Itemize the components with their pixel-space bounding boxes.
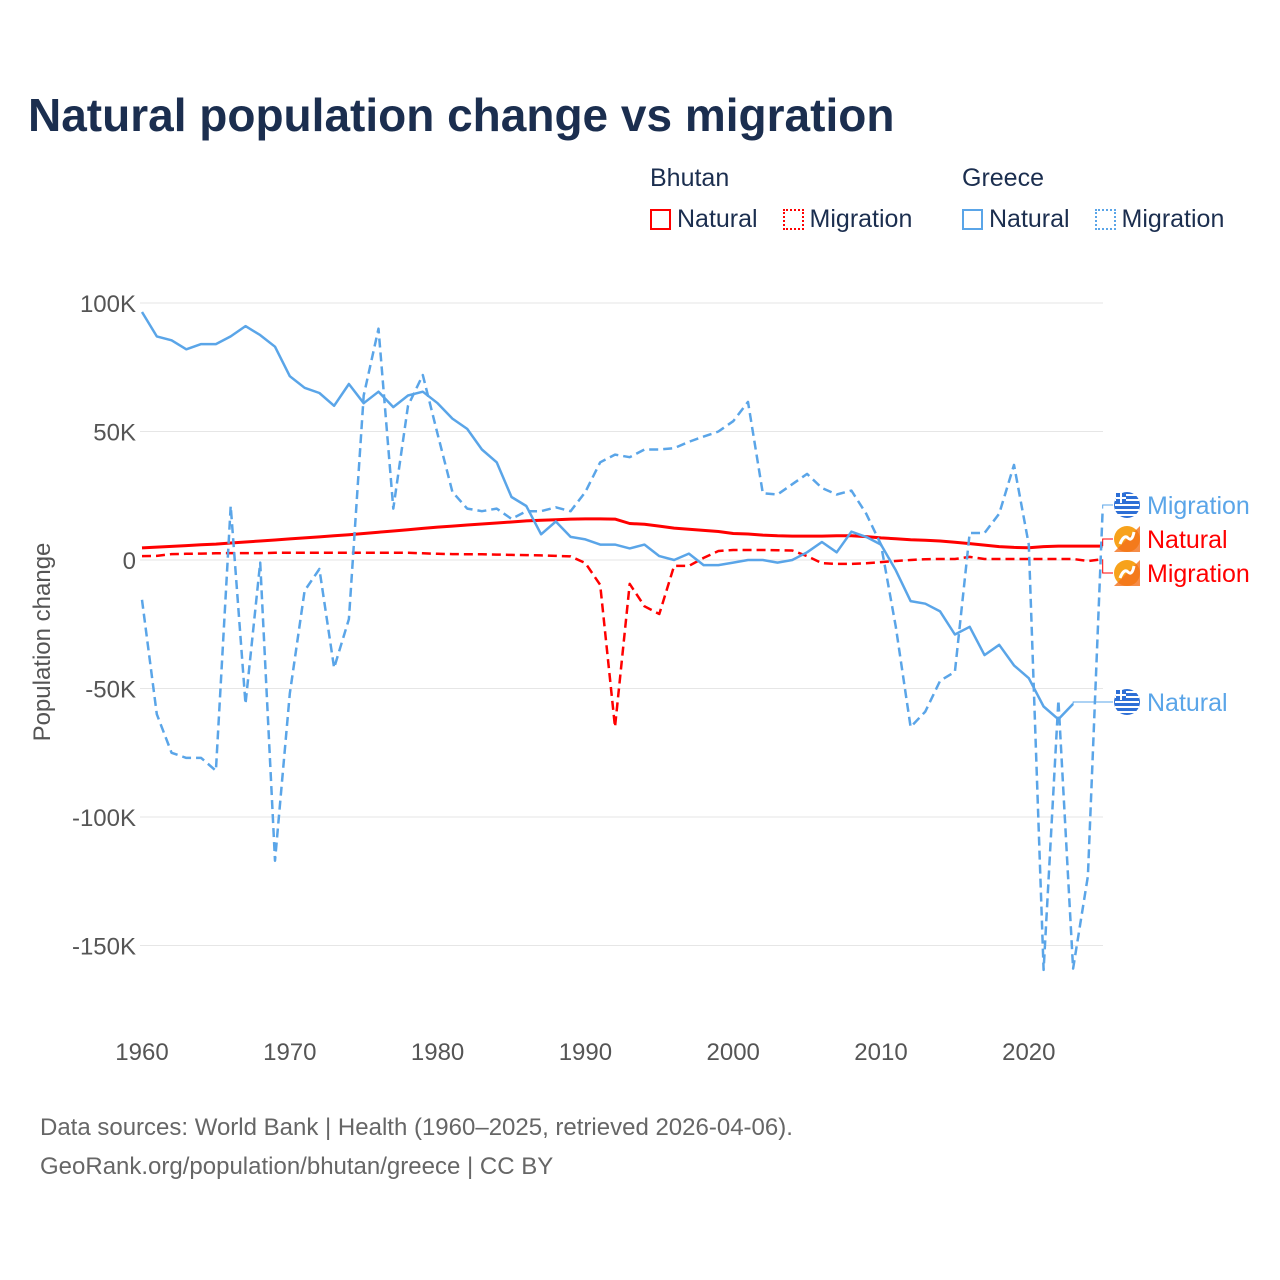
flag-stripe <box>1115 711 1139 713</box>
bhutan-flag-icon <box>1114 526 1140 552</box>
y-tick-label: 100K <box>80 291 136 318</box>
legend-swatch-solid-blue <box>962 209 983 230</box>
flag-stripe <box>1115 514 1139 516</box>
x-tick-label: 2000 <box>707 1039 760 1066</box>
grid-lines <box>140 302 1103 946</box>
end-label: Natural <box>1147 526 1228 554</box>
footer: Data sources: World Bank | Health (1960–… <box>40 1108 793 1186</box>
legend-swatch-dotted-blue <box>1094 209 1116 230</box>
legend-group-name: Bhutan <box>650 164 730 192</box>
end-labels: Migration Natural Migration Natural <box>1072 492 1250 717</box>
y-tick-label: 50K <box>93 420 136 447</box>
legend-item-bhutan-natural[interactable]: Natural <box>650 205 758 234</box>
end-label: Natural <box>1147 689 1228 717</box>
y-tick-label: -100K <box>72 805 136 832</box>
y-axis-label: Population change <box>29 543 56 742</box>
end-label: Migration <box>1147 492 1250 520</box>
flag-dragon <box>1118 531 1136 545</box>
x-tick-label: 1960 <box>115 1039 168 1066</box>
end-label: Migration <box>1147 560 1250 588</box>
series-line-greece-migration <box>140 327 1104 972</box>
x-tick-label: 2010 <box>854 1039 907 1066</box>
series-line-bhutan-migration <box>141 548 1103 729</box>
flag-stripe <box>1115 701 1139 703</box>
flag-stripe <box>1115 691 1139 693</box>
series-line-bhutan-natural <box>141 517 1103 550</box>
legend-label: Natural <box>677 205 758 233</box>
flag-stripe <box>1115 494 1139 496</box>
chart-title: Natural population change vs migration <box>28 89 895 141</box>
legend-group-greece: Greece Natural Migration <box>962 164 1224 237</box>
flag-cross <box>1116 694 1126 696</box>
legend-item-greece-migration[interactable]: Migration <box>1094 205 1225 234</box>
greece-flag-icon <box>1114 492 1140 518</box>
axis-ticks: 100K 50K 0 -50K -100K -150K 1960 1970 1980 1990 20… <box>72 291 1056 1066</box>
x-tick-label: 1990 <box>559 1039 612 1066</box>
flag-stripe <box>1115 499 1139 501</box>
flag-dragon <box>1118 565 1136 579</box>
series-lines <box>140 311 1104 972</box>
label-leader-line <box>1102 559 1113 574</box>
flag-stripe <box>1115 509 1139 511</box>
legend-label: Natural <box>989 205 1070 233</box>
y-tick-label: -50K <box>85 677 136 704</box>
flag-stripe <box>1115 706 1139 708</box>
footer-source: Data sources: World Bank | Health (1960–… <box>40 1114 793 1141</box>
x-tick-label: 2020 <box>1002 1039 1055 1066</box>
x-tick-label: 1980 <box>411 1039 464 1066</box>
bhutan-flag-icon <box>1114 560 1140 586</box>
legend-label: Migration <box>809 205 913 233</box>
label-leader-line <box>1072 701 1113 704</box>
flag-cross <box>1116 497 1126 499</box>
greece-flag-icon <box>1114 689 1140 715</box>
flag-stripe <box>1115 696 1139 698</box>
legend-group-bhutan: Bhutan Natural Migration <box>650 164 930 237</box>
legend-swatch-solid-red <box>650 209 671 230</box>
y-tick-label: 0 <box>123 548 136 575</box>
label-leader-line <box>1102 538 1113 547</box>
series-line-greece-natural <box>140 311 1075 721</box>
legend-item-bhutan-migration[interactable]: Migration <box>782 205 913 234</box>
legend-group-name: Greece <box>962 164 1044 192</box>
legend-label: Migration <box>1121 205 1225 233</box>
legend-swatch-dotted-red <box>782 209 804 230</box>
y-tick-label: -150K <box>72 934 136 961</box>
legend-item-greece-natural[interactable]: Natural <box>962 205 1070 234</box>
chart-plot: Population change 100K 50K 0 -50K -100K -150K… <box>29 291 1250 1066</box>
footer-link[interactable]: GeoRank.org/population/bhutan/greece | C… <box>40 1153 554 1180</box>
flag-stripe <box>1115 504 1139 506</box>
x-tick-label: 1970 <box>263 1039 316 1066</box>
label-leader-line <box>1102 504 1113 509</box>
